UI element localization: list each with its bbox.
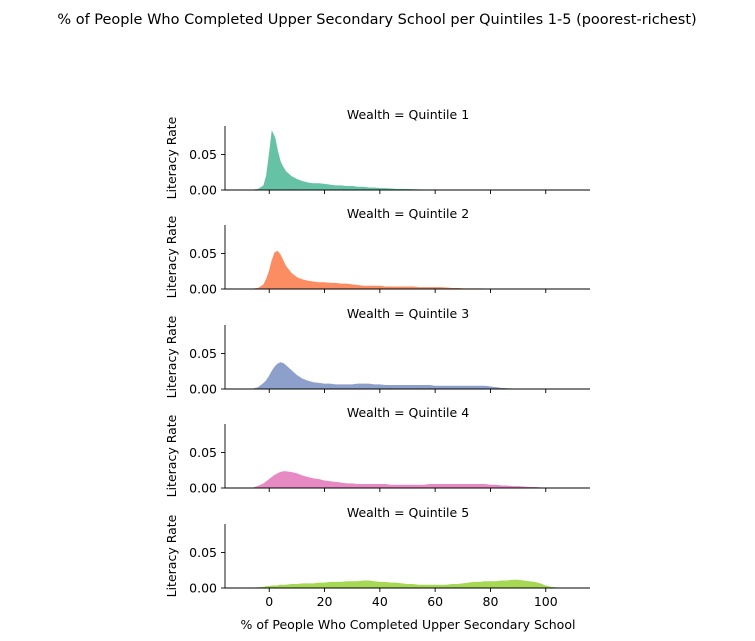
density-area-quintile-1 <box>252 130 563 191</box>
x-tick-label: 0 <box>265 594 273 609</box>
chart-title: % of People Who Completed Upper Secondar… <box>57 12 696 28</box>
density-area-quintile-4 <box>252 471 563 489</box>
y-tick-label: 0.05 <box>189 147 217 162</box>
y-axis-label: Literacy Rate <box>164 215 179 298</box>
y-tick-label: 0.05 <box>189 246 217 261</box>
density-area-quintile-5 <box>252 579 563 589</box>
density-area-quintile-3 <box>252 362 563 390</box>
facet-title: Wealth = Quintile 5 <box>347 505 469 520</box>
facet-panel-4: 0.00 0.05 Wealth = Quintile 4 Literacy Rate <box>164 405 590 497</box>
y-axis-label: Literacy Rate <box>164 414 179 497</box>
y-tick-label: 0.00 <box>189 282 217 297</box>
y-axis-label: Literacy Rate <box>164 514 179 597</box>
x-tick-label: 20 <box>317 594 333 609</box>
y-tick-label: 0.00 <box>189 481 217 496</box>
x-tick-label: 60 <box>427 594 443 609</box>
facet-panel-3: 0.00 0.05 Wealth = Quintile 3 Literacy Rate <box>164 306 590 398</box>
y-tick-label: 0.00 <box>189 581 217 596</box>
facet-title: Wealth = Quintile 1 <box>347 107 469 122</box>
facet-panel-2: 0.00 0.05 Wealth = Quintile 2 Literacy Rate <box>164 206 590 298</box>
x-axis-label: % of People Who Completed Upper Secondar… <box>241 617 576 632</box>
facet-panel-1: 0.00 0.05 Wealth = Quintile 1 Literacy Rate <box>164 107 590 199</box>
x-tick-label: 100 <box>534 594 558 609</box>
y-axis-label: Literacy Rate <box>164 315 179 398</box>
x-tick-label: 80 <box>483 594 499 609</box>
facet-title: Wealth = Quintile 4 <box>347 405 469 420</box>
y-tick-label: 0.05 <box>189 545 217 560</box>
facet-panel-5: 0.00 0.05 0 20 40 60 80 100 Wealth = Quintile 5 L… <box>164 505 590 609</box>
y-tick-label: 0.00 <box>189 382 217 397</box>
facet-panels: 0.00 0.05 Wealth = Quintile 1 Literacy Rate… <box>164 107 590 609</box>
facet-title: Wealth = Quintile 2 <box>347 206 469 221</box>
y-tick-label: 0.00 <box>189 183 217 198</box>
density-area-quintile-2 <box>252 250 563 290</box>
y-axis-label: Literacy Rate <box>164 116 179 199</box>
x-tick-label: 40 <box>372 594 388 609</box>
y-tick-label: 0.05 <box>189 445 217 460</box>
y-tick-label: 0.05 <box>189 346 217 361</box>
facet-title: Wealth = Quintile 3 <box>347 306 469 321</box>
